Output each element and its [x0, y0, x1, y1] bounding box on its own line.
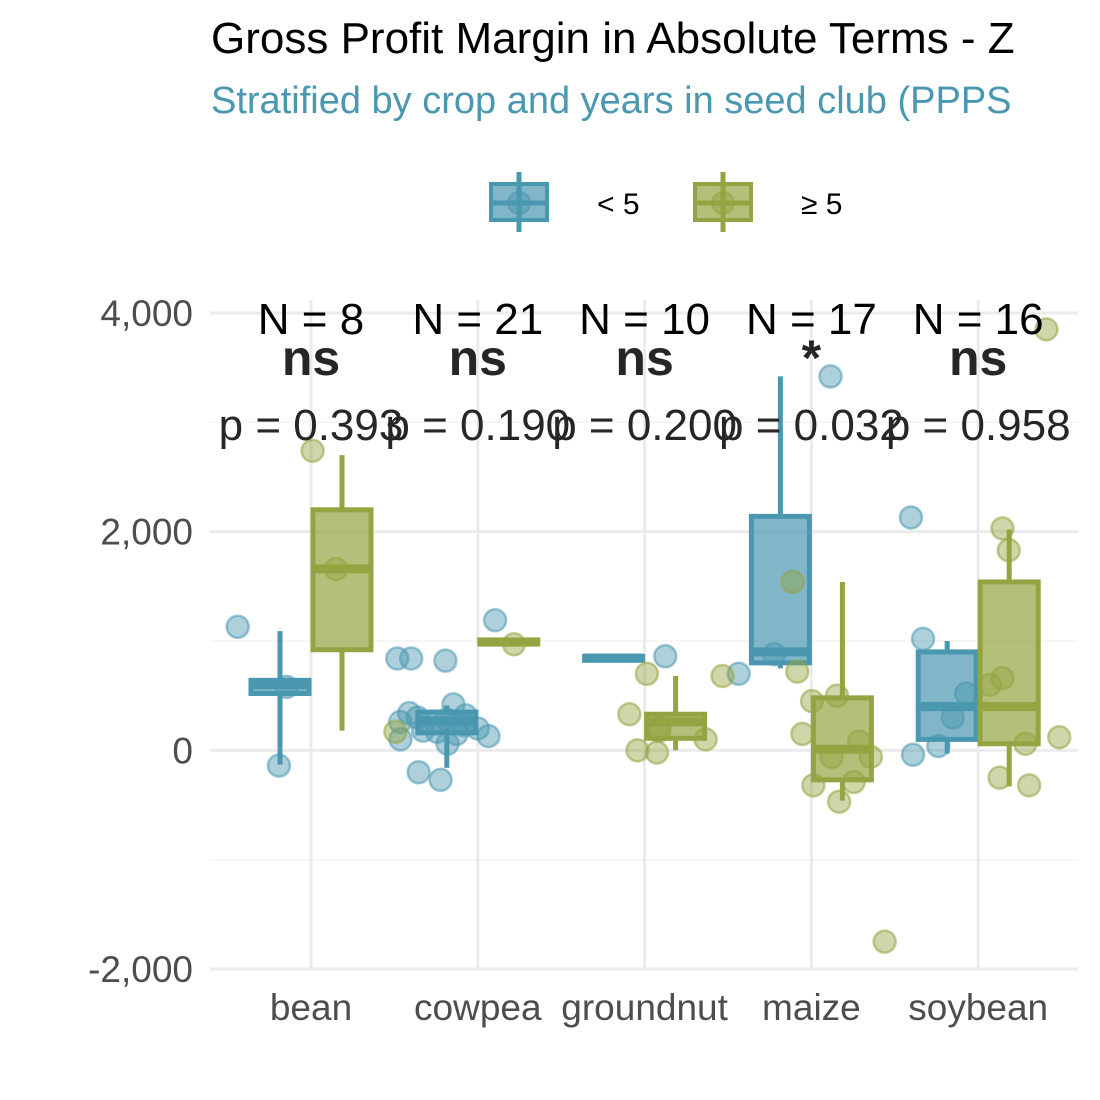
data-point: [841, 769, 866, 795]
data-point: [653, 644, 678, 669]
box-lt5-bean: [248, 631, 312, 765]
x-tick-label: cowpea: [414, 987, 542, 1028]
x-tick-label: bean: [270, 987, 352, 1028]
data-point: [1034, 317, 1059, 342]
significance-label: ns: [449, 330, 507, 386]
n-label: N = 8: [258, 295, 364, 344]
data-point: [819, 744, 844, 770]
y-tick-label: 2,000: [100, 512, 193, 553]
data-point: [693, 727, 718, 752]
data-point: [1016, 773, 1042, 798]
chart-title: Gross Profit Margin in Absolute Terms - …: [211, 14, 1015, 63]
significance-label: *: [802, 330, 822, 386]
data-point: [953, 681, 979, 706]
legend: < 5 ≥ 5: [489, 172, 842, 232]
data-point: [910, 626, 936, 652]
data-point: [274, 674, 299, 700]
data-point: [996, 538, 1021, 563]
box-ge5-bean: [310, 455, 374, 731]
n-label: N = 21: [412, 295, 543, 344]
p-value-label: p = 0.200: [552, 401, 737, 450]
chart-subtitle: Stratified by crop and years in seed clu…: [211, 80, 1012, 122]
y-tick-label: 0: [172, 730, 193, 771]
data-point: [710, 663, 735, 689]
data-point: [385, 646, 410, 671]
significance-label: ns: [949, 330, 1007, 386]
p-value-label: p = 0.393: [219, 401, 404, 450]
data-point: [826, 789, 852, 814]
data-point: [872, 929, 897, 954]
p-value-label: p = 0.190: [385, 401, 570, 450]
data-point: [926, 733, 951, 759]
data-point: [780, 569, 805, 595]
data-point: [441, 692, 466, 717]
axis-layer: -2,000 0 2,000 4,000 bean cowpea groundnut maiz…: [88, 293, 1048, 1028]
data-point: [266, 753, 292, 778]
data-point: [383, 719, 408, 744]
data-point: [990, 516, 1015, 541]
n-label: N = 17: [746, 295, 877, 344]
data-point: [406, 759, 431, 785]
data-point: [987, 765, 1012, 790]
y-tick-label: 4,000: [100, 293, 193, 334]
box-ge5-cowpea: [477, 637, 541, 647]
data-point: [818, 364, 843, 389]
legend-label: ≥ 5: [801, 188, 842, 221]
box-lt5-groundnut: [582, 653, 646, 663]
data-point: [990, 665, 1015, 691]
data-point: [300, 438, 325, 464]
n-label: N = 10: [579, 295, 710, 344]
legend-key-point: [507, 191, 531, 215]
box-lt5-soybean: [915, 641, 979, 754]
x-tick-label: soybean: [908, 987, 1048, 1028]
data-point: [428, 767, 453, 793]
data-point: [940, 705, 965, 730]
legend-key-point: [711, 191, 735, 215]
legend-label: < 5: [597, 188, 640, 221]
p-value-label: p = 0.032: [719, 401, 904, 450]
significance-label: ns: [615, 330, 673, 386]
data-point: [323, 556, 349, 582]
box-lt5-maize: [748, 376, 812, 669]
data-point: [482, 607, 508, 633]
data-point: [1013, 731, 1038, 757]
y-tick-label: -2,000: [88, 949, 193, 990]
data-point: [1047, 724, 1072, 750]
data-point: [824, 683, 850, 708]
data-point: [785, 659, 810, 684]
data-point: [646, 715, 672, 740]
n-label: N = 16: [913, 295, 1044, 344]
data-point: [225, 614, 250, 640]
data-point: [617, 702, 642, 727]
data-point: [396, 700, 422, 726]
x-tick-label: groundnut: [561, 987, 728, 1028]
data-point: [801, 773, 826, 798]
box-body: [310, 507, 374, 653]
p-value-label: p = 0.958: [886, 401, 1071, 450]
data-point: [762, 641, 787, 667]
data-point: [900, 742, 926, 767]
data-point: [634, 661, 660, 687]
x-tick-label: maize: [762, 987, 861, 1028]
data-point: [790, 721, 815, 747]
data-point: [977, 672, 1003, 697]
data-point: [799, 688, 825, 714]
data-point: [433, 648, 458, 673]
data-point: [410, 718, 436, 743]
box-ge5-groundnut: [644, 675, 708, 751]
data-point: [501, 632, 527, 657]
point-layer: [225, 317, 1072, 954]
box-body: [977, 579, 1041, 747]
significance-label: ns: [282, 330, 340, 386]
data-point: [846, 729, 872, 754]
data-point: [898, 505, 924, 530]
data-point: [625, 738, 650, 763]
